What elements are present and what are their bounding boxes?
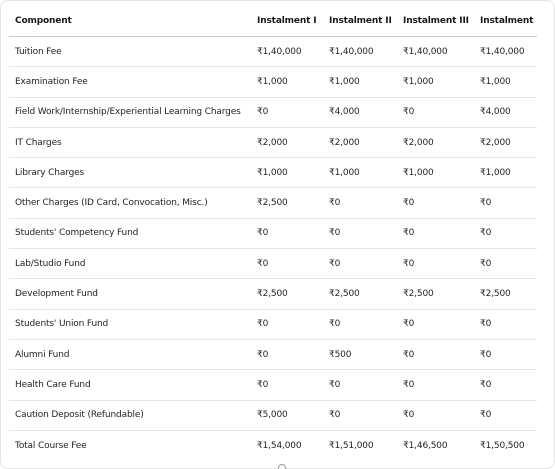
cell-component: Students' Competency Fund xyxy=(9,218,251,250)
cell-instalment-1: ₹2,500 xyxy=(251,187,323,219)
cell-instalment-3: ₹0 xyxy=(397,369,474,401)
cell-instalment-2: ₹1,000 xyxy=(323,157,397,189)
cell-instalment-4: ₹1,000 xyxy=(474,157,537,189)
table-row: Tuition Fee ₹1,40,000 ₹1,40,000 ₹1,40,00… xyxy=(9,36,537,68)
cell-instalment-4: ₹2,500 xyxy=(474,278,537,310)
table-row: Other Charges (ID Card, Convocation, Mis… xyxy=(9,187,537,219)
header-instalment-4: Instalment IV xyxy=(474,6,537,37)
cell-instalment-1: ₹0 xyxy=(251,339,323,371)
header-instalment-2: Instalment II xyxy=(323,6,397,37)
cell-component: Development Fund xyxy=(9,278,251,310)
cell-instalment-3: ₹2,500 xyxy=(397,278,474,310)
cell-instalment-1: ₹1,000 xyxy=(251,157,323,189)
cell-instalment-4: ₹0 xyxy=(474,400,537,431)
cell-component: Lab/Studio Fund xyxy=(9,248,251,280)
cell-component: Students' Union Fund xyxy=(9,309,251,340)
cell-component: Total Course Fee xyxy=(15,440,87,451)
cell-instalment-2: ₹0 xyxy=(323,248,397,280)
cell-instalment-2: ₹500 xyxy=(323,339,397,371)
cell-instalment-1: ₹1,40,000 xyxy=(251,36,323,68)
scroll-down-indicator[interactable] xyxy=(277,460,287,469)
cell-instalment-3: ₹2,000 xyxy=(397,127,474,159)
table-row: Library Charges ₹1,000 ₹1,000 ₹1,000 ₹1,… xyxy=(9,157,537,189)
cell-instalment-4: ₹2,000 xyxy=(474,127,537,159)
cell-instalment-3: ₹0 xyxy=(397,400,474,431)
cell-instalment-3: ₹1,000 xyxy=(397,157,474,189)
cell-instalment-1: ₹0 xyxy=(251,218,323,250)
cell-instalment-2: ₹2,000 xyxy=(323,127,397,159)
cell-instalment-3: ₹0 xyxy=(397,248,474,280)
cell-instalment-2: ₹1,40,000 xyxy=(323,36,397,68)
cell-instalment-4: ₹0 xyxy=(474,218,537,250)
cell-instalment-1: ₹1,000 xyxy=(251,66,323,98)
fee-structure-table: Component Instalment I Instalment II Ins… xyxy=(9,6,537,460)
cell-instalment-4: ₹0 xyxy=(474,339,537,371)
cell-component: Library Charges xyxy=(9,157,251,189)
table-row: Lab/Studio Fund ₹0 ₹0 ₹0 ₹0 xyxy=(9,248,537,280)
table-row: Alumni Fund ₹0 ₹500 ₹0 ₹0 xyxy=(9,339,537,371)
cell-instalment-2: ₹4,000 xyxy=(323,97,397,128)
cell-instalment-2: ₹1,51,000 xyxy=(329,440,374,451)
table-row: Development Fund ₹2,500 ₹2,500 ₹2,500 ₹2… xyxy=(9,278,537,310)
cell-instalment-1: ₹2,000 xyxy=(251,127,323,159)
cell-component: IT Charges xyxy=(9,127,251,159)
cell-component: Examination Fee xyxy=(9,66,251,98)
header-instalment-3: Instalment III xyxy=(397,6,474,37)
table-row: Students' Union Fund ₹0 ₹0 ₹0 ₹0 xyxy=(9,309,537,340)
cell-instalment-1: ₹1,54,000 xyxy=(257,440,302,451)
table-row-total: Total Course Fee ₹1,54,000 ₹1,51,000 ₹1,… xyxy=(9,430,537,460)
cell-instalment-2: ₹0 xyxy=(323,218,397,250)
cell-instalment-3: ₹1,40,000 xyxy=(397,36,474,68)
cell-instalment-4: ₹1,40,000 xyxy=(474,36,537,68)
cell-instalment-3: ₹0 xyxy=(397,187,474,219)
cell-instalment-4: ₹1,000 xyxy=(474,66,537,98)
cell-instalment-1: ₹0 xyxy=(251,248,323,280)
table-row: Caution Deposit (Refundable) ₹5,000 ₹0 ₹… xyxy=(9,400,537,431)
cell-instalment-3: ₹1,46,500 xyxy=(403,440,448,451)
table-row: Students' Competency Fund ₹0 ₹0 ₹0 ₹0 xyxy=(9,218,537,250)
cell-instalment-4: ₹0 xyxy=(474,187,537,219)
cell-instalment-2: ₹0 xyxy=(323,369,397,401)
cell-instalment-2: ₹0 xyxy=(323,187,397,219)
scroll-knob-icon xyxy=(278,464,286,469)
cell-component: Field Work/Internship/Experiential Learn… xyxy=(9,97,251,128)
cell-instalment-4: ₹0 xyxy=(474,309,537,340)
cell-component: Tuition Fee xyxy=(9,36,251,68)
cell-instalment-3: ₹0 xyxy=(397,97,474,128)
table-row: IT Charges ₹2,000 ₹2,000 ₹2,000 ₹2,000 xyxy=(9,127,537,159)
cell-instalment-4: ₹4,000 xyxy=(474,97,537,128)
cell-instalment-1: ₹0 xyxy=(251,309,323,340)
cell-component: Caution Deposit (Refundable) xyxy=(9,400,251,431)
cell-instalment-2: ₹0 xyxy=(323,309,397,340)
cell-component: Alumni Fund xyxy=(9,339,251,371)
cell-instalment-4: ₹1,50,500 xyxy=(480,440,525,451)
cell-instalment-3: ₹1,000 xyxy=(397,66,474,98)
cell-instalment-1: ₹0 xyxy=(251,97,323,128)
header-instalment-1: Instalment I xyxy=(251,6,323,37)
cell-instalment-1: ₹0 xyxy=(251,369,323,401)
cell-component: Other Charges (ID Card, Convocation, Mis… xyxy=(9,187,251,219)
cell-instalment-1: ₹2,500 xyxy=(251,278,323,310)
cell-component: Health Care Fund xyxy=(9,369,251,401)
cell-instalment-3: ₹0 xyxy=(397,218,474,250)
table-row: Field Work/Internship/Experiential Learn… xyxy=(9,97,537,128)
table-header-row: Component Instalment I Instalment II Ins… xyxy=(9,6,537,37)
cell-instalment-4: ₹0 xyxy=(474,248,537,280)
cell-instalment-2: ₹2,500 xyxy=(323,278,397,310)
table-row: Health Care Fund ₹0 ₹0 ₹0 ₹0 xyxy=(9,369,537,401)
cell-instalment-2: ₹0 xyxy=(323,400,397,431)
header-component: Component xyxy=(9,6,251,37)
cell-instalment-1: ₹5,000 xyxy=(251,400,323,431)
table-row: Examination Fee ₹1,000 ₹1,000 ₹1,000 ₹1,… xyxy=(9,66,537,98)
cell-instalment-3: ₹0 xyxy=(397,309,474,340)
cell-instalment-2: ₹1,000 xyxy=(323,66,397,98)
cell-instalment-3: ₹0 xyxy=(397,339,474,371)
cell-instalment-4: ₹0 xyxy=(474,369,537,401)
